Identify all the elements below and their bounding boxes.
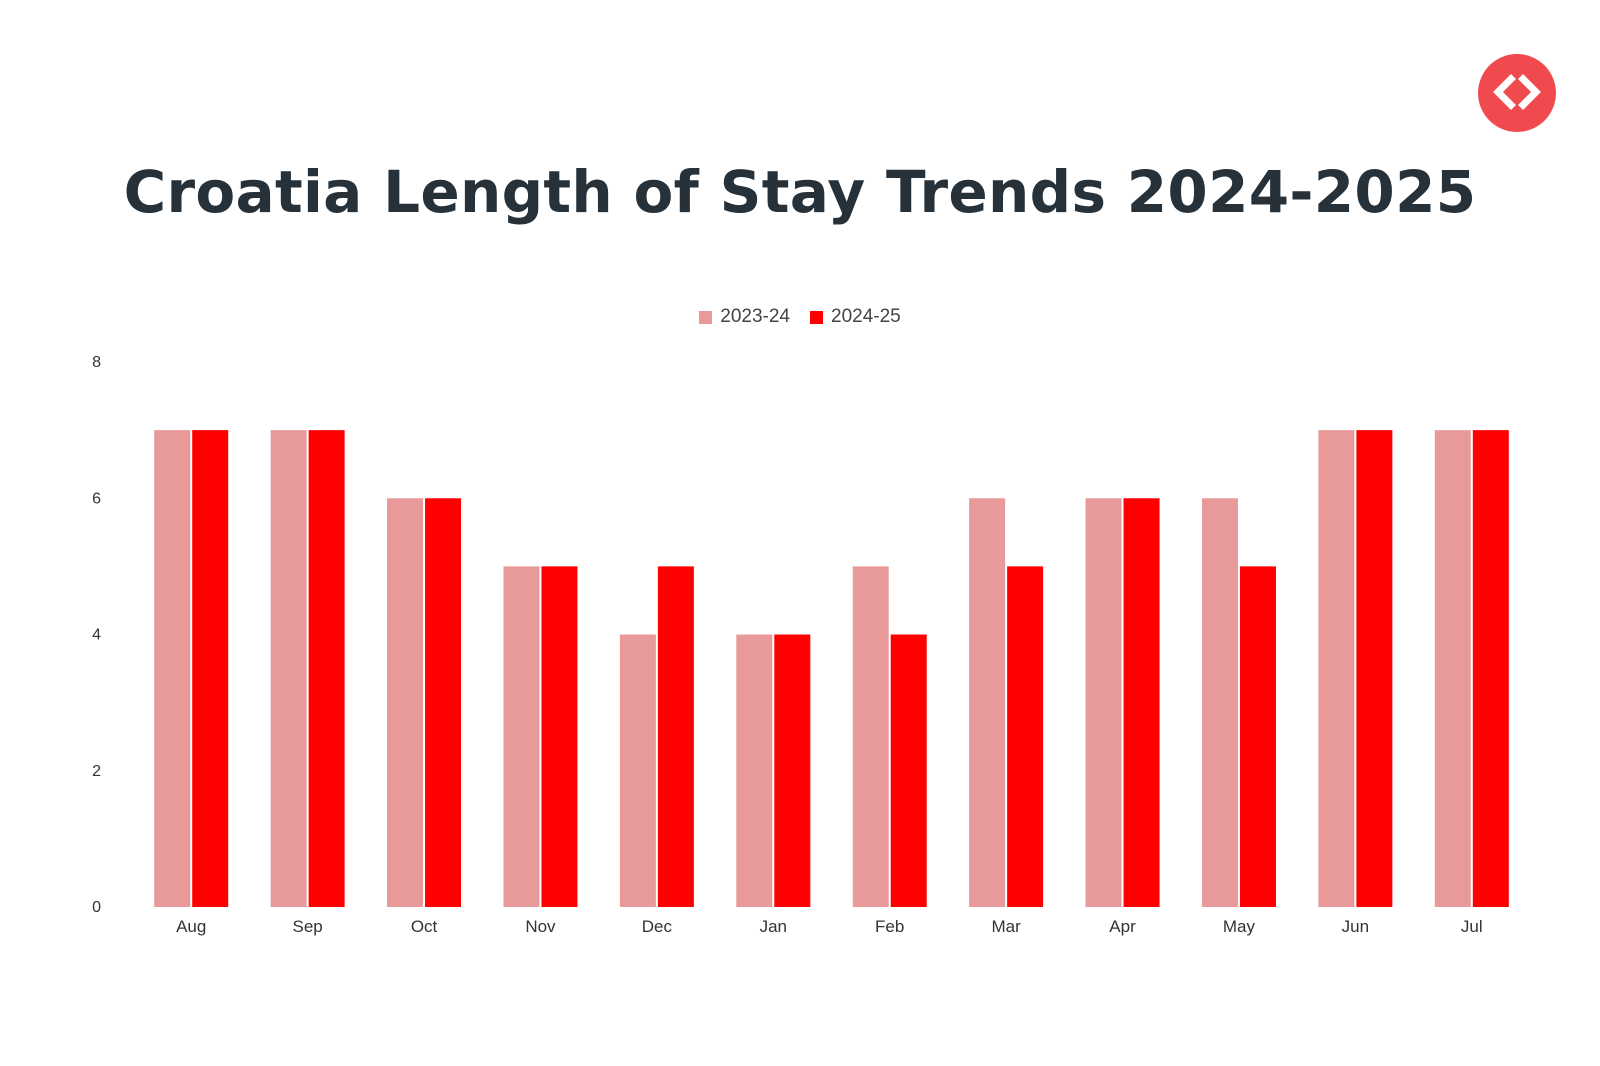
y-tick-label: 8 <box>92 354 101 371</box>
x-tick-label: Mar <box>991 917 1021 936</box>
bar-nov-series-2: 2024-25 Nov: 5 <box>541 566 578 907</box>
brand-logo[interactable] <box>1478 54 1556 132</box>
legend-item-series-2[interactable]: 2024-25 <box>810 306 901 328</box>
x-tick-label: Jun <box>1342 917 1369 936</box>
legend-swatch-series-2 <box>810 310 823 324</box>
bar-aug-series-2: 2024-25 Aug: 7 <box>192 430 229 907</box>
bar-feb-series-1: 2023-24 Feb: 5 <box>852 566 889 907</box>
bar-dec-series-2: 2024-25 Dec: 5 <box>657 566 694 907</box>
chart-legend: 2023-24 2024-25 <box>0 306 1600 328</box>
y-tick-label: 2 <box>92 763 101 780</box>
y-tick-label: 0 <box>92 899 101 916</box>
bar-may-series-2: 2024-25 May: 5 <box>1239 566 1276 907</box>
bar-oct-series-2: 2024-25 Oct: 6 <box>425 498 462 907</box>
bar-jan-series-1: 2023-24 Jan: 4 <box>736 634 773 907</box>
y-tick-label: 4 <box>92 627 101 644</box>
x-tick-label: Apr <box>1109 917 1136 936</box>
chart-title: Croatia Length of Stay Trends 2024-2025 <box>123 158 1477 226</box>
legend-item-series-1[interactable]: 2023-24 <box>699 306 790 328</box>
bar-apr-series-2: 2024-25 Apr: 6 <box>1123 498 1160 907</box>
bar-sep-series-2: 2024-25 Sep: 7 <box>308 430 345 907</box>
x-tick-label: Aug <box>176 917 206 936</box>
x-tick-label: Sep <box>293 917 323 936</box>
bar-sep-series-1: 2023-24 Sep: 7 <box>270 430 307 907</box>
bar-mar-series-1: 2023-24 Mar: 6 <box>969 498 1006 907</box>
x-tick-label: May <box>1223 917 1256 936</box>
legend-label-series-1: 2023-24 <box>720 306 790 327</box>
legend-label-series-2: 2024-25 <box>831 306 901 327</box>
bar-jul-series-1: 2023-24 Jul: 7 <box>1434 430 1471 907</box>
code-brackets-icon <box>1493 74 1541 110</box>
bar-jun-series-1: 2023-24 Jun: 7 <box>1318 430 1355 907</box>
bar-apr-series-1: 2023-24 Apr: 6 <box>1085 498 1122 907</box>
x-tick-label: Dec <box>642 917 673 936</box>
x-tick-label: Jan <box>760 917 787 936</box>
bar-aug-series-1: 2023-24 Aug: 7 <box>154 430 191 907</box>
x-tick-label: Nov <box>525 917 556 936</box>
bar-may-series-1: 2023-24 May: 6 <box>1201 498 1238 907</box>
bar-oct-series-1: 2023-24 Oct: 6 <box>387 498 424 907</box>
bar-nov-series-1: 2023-24 Nov: 5 <box>503 566 540 907</box>
bar-dec-series-1: 2023-24 Dec: 4 <box>619 634 656 907</box>
bar-feb-series-2: 2024-25 Feb: 4 <box>890 634 927 907</box>
y-tick-label: 6 <box>92 490 101 507</box>
x-tick-label: Jul <box>1461 917 1483 936</box>
legend-swatch-series-1 <box>699 310 713 324</box>
x-tick-label: Feb <box>875 917 904 936</box>
bar-jan-series-2: 2024-25 Jan: 4 <box>774 634 811 907</box>
bar-jun-series-2: 2024-25 Jun: 7 <box>1356 430 1393 907</box>
x-tick-label: Oct <box>411 917 438 936</box>
bar-jul-series-2: 2024-25 Jul: 7 <box>1472 430 1509 907</box>
bar-mar-series-2: 2024-25 Mar: 5 <box>1007 566 1044 907</box>
